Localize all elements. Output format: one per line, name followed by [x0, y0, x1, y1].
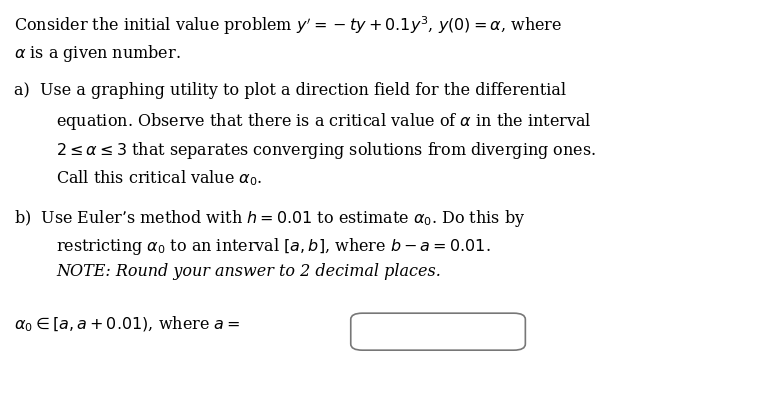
FancyBboxPatch shape [351, 313, 525, 350]
Text: Call this critical value $\alpha_0$.: Call this critical value $\alpha_0$. [56, 169, 262, 188]
Text: b)  Use Euler’s method with $h = 0.01$ to estimate $\alpha_0$. Do this by: b) Use Euler’s method with $h = 0.01$ to… [14, 208, 525, 229]
Text: $\alpha_0 \in [a, a + 0.01)$, where $a =$: $\alpha_0 \in [a, a + 0.01)$, where $a =… [14, 314, 245, 334]
Text: $2 \leq \alpha \leq 3$ that separates converging solutions from diverging ones.: $2 \leq \alpha \leq 3$ that separates co… [56, 140, 596, 161]
Text: equation. Observe that there is a critical value of $\alpha$ in the interval: equation. Observe that there is a critic… [56, 111, 591, 132]
Text: NOTE: Round your answer to 2 decimal places.: NOTE: Round your answer to 2 decimal pla… [56, 263, 441, 280]
Text: $\alpha$ is a given number.: $\alpha$ is a given number. [14, 43, 181, 64]
Text: restricting $\alpha_0$ to an interval $[a, b]$, where $b - a = 0.01$.: restricting $\alpha_0$ to an interval $[… [56, 236, 490, 257]
Text: a)  Use a graphing utility to plot a direction field for the differential: a) Use a graphing utility to plot a dire… [14, 82, 566, 99]
Text: Consider the initial value problem $y^{\prime} = -ty + 0.1y^{3}$, $y(0) = \alpha: Consider the initial value problem $y^{\… [14, 14, 563, 37]
